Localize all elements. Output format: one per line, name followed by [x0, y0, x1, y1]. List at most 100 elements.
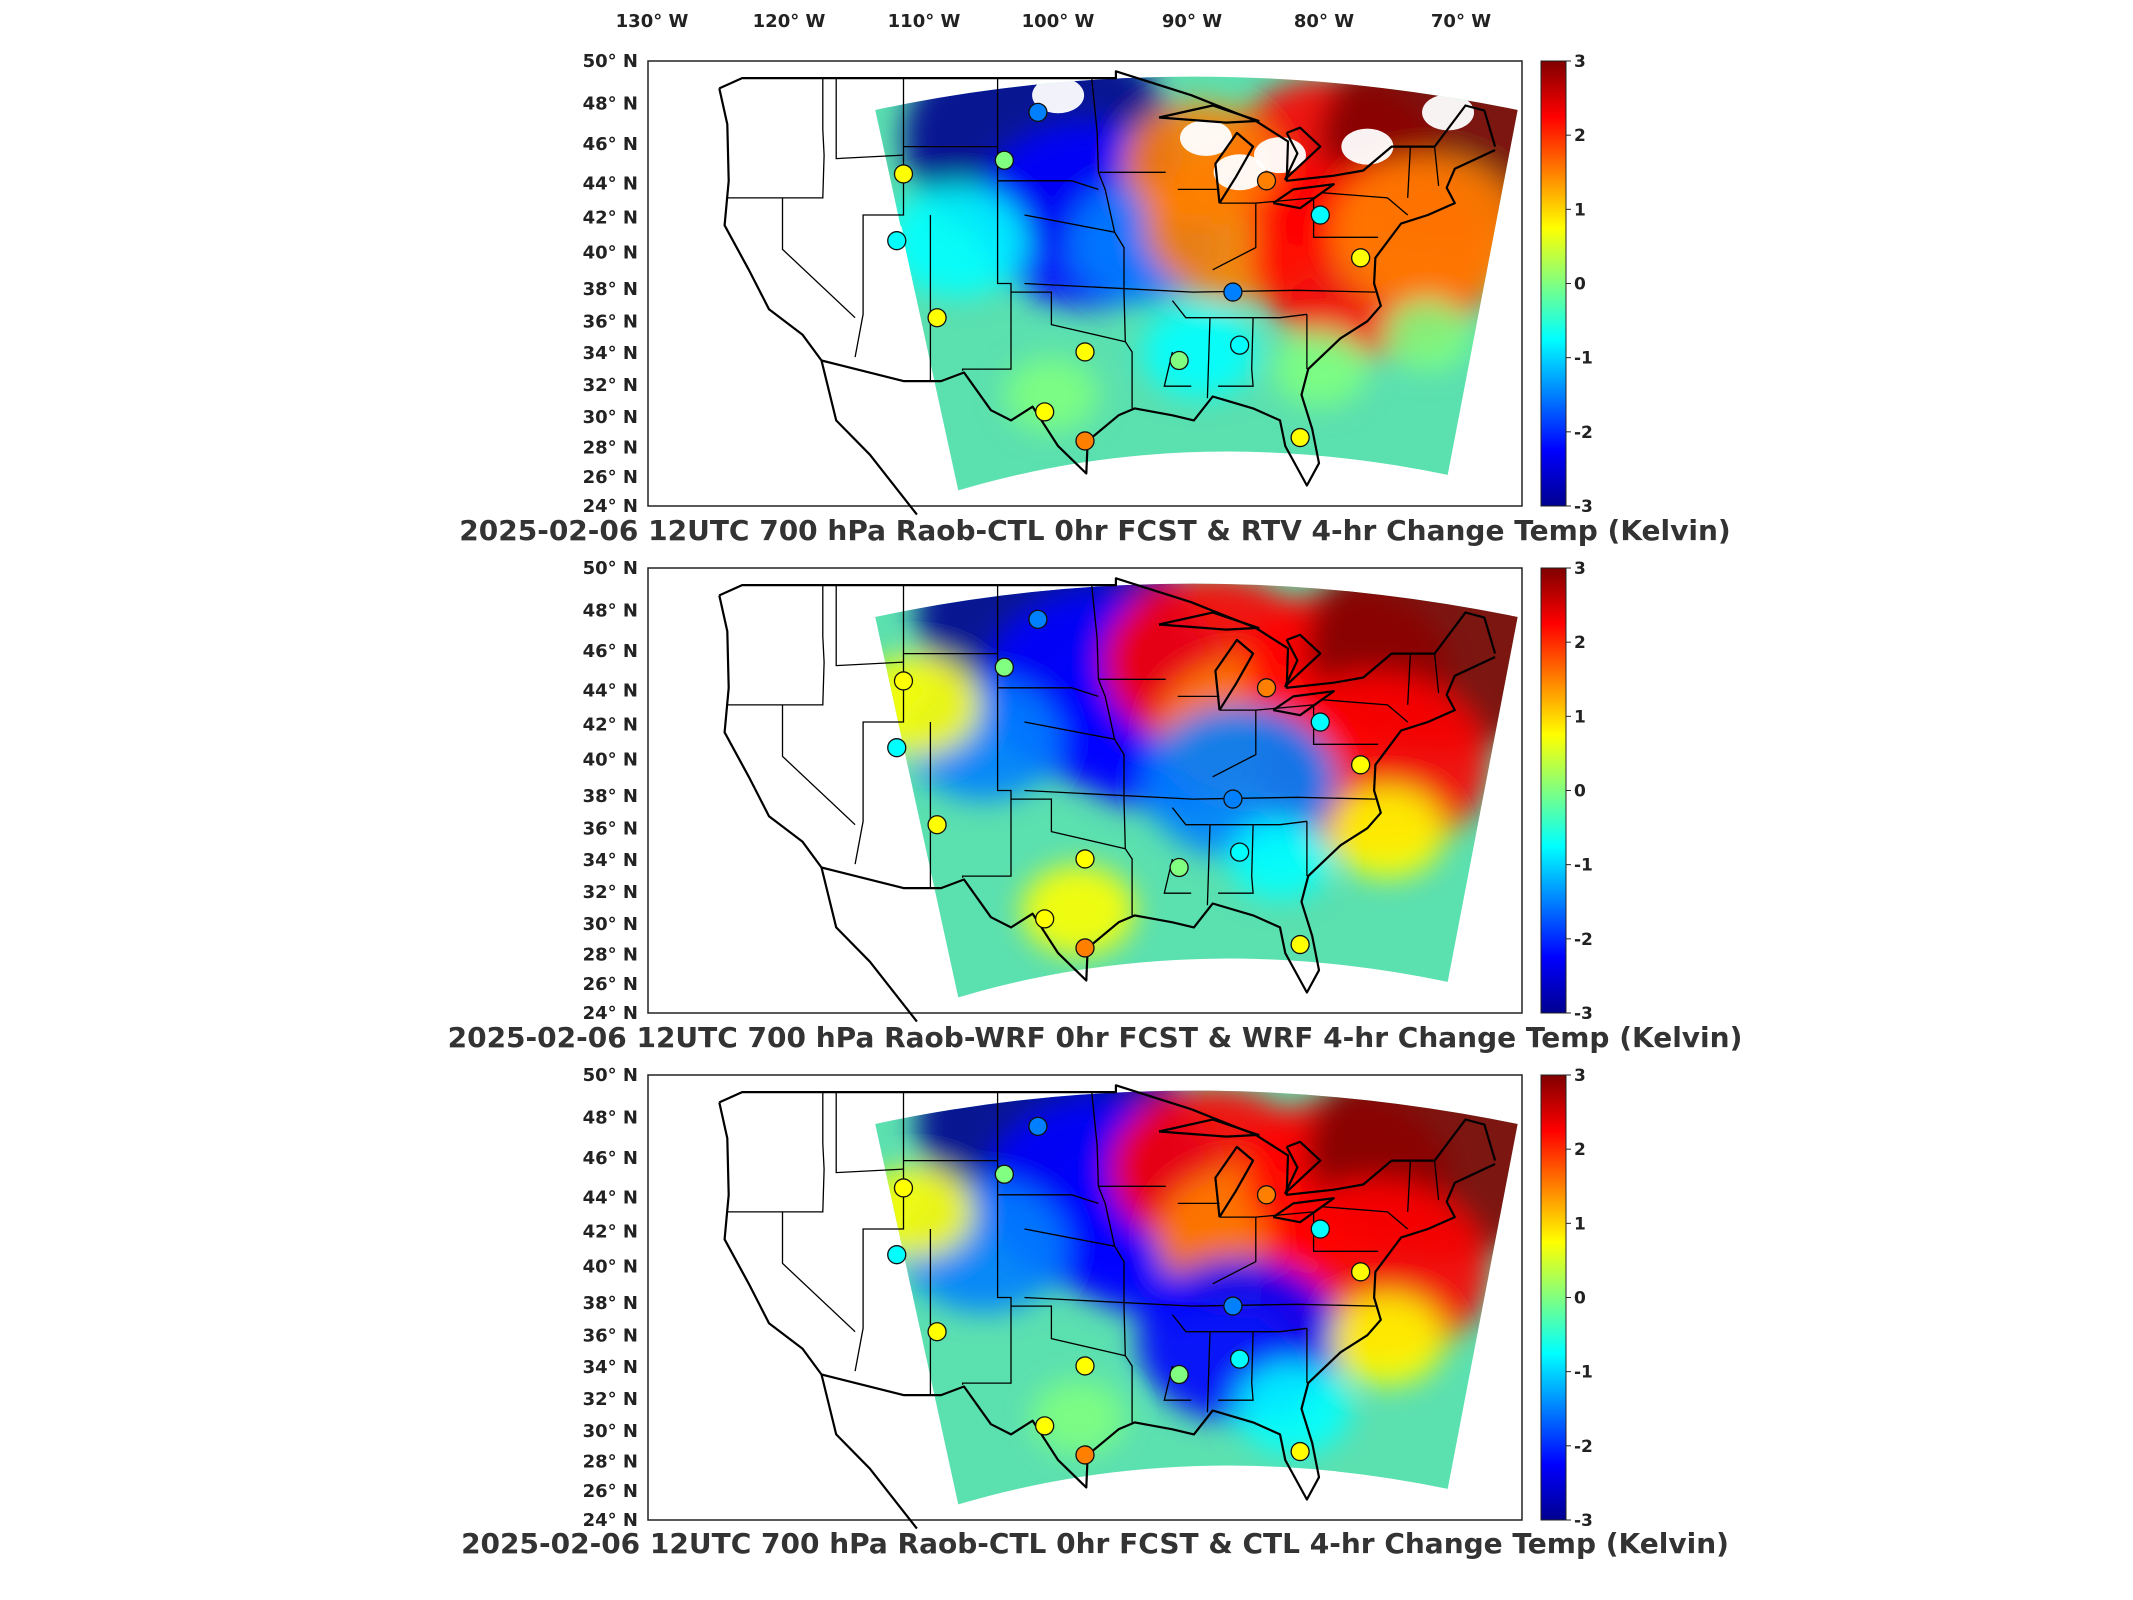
raob-station-marker: [1169, 1364, 1189, 1385]
latitude-axis: 50° N 48° N 46° N 44° N 42° N 40° N 38° N 36° N…: [583, 1065, 638, 1531]
raob-stations: [887, 609, 1371, 958]
missing-data-patch: [1032, 77, 1085, 114]
lat-label: 38° N: [583, 279, 638, 300]
raob-station-marker: [1223, 789, 1243, 809]
missing-data-patch: [1180, 120, 1233, 157]
lat-label: 34° N: [583, 850, 638, 871]
raob-station-marker: [1350, 1262, 1371, 1282]
raob-station-marker: [1169, 350, 1189, 371]
lon-label: 120° W: [753, 11, 826, 32]
raob-station-marker: [1075, 938, 1095, 958]
lat-label: 42° N: [583, 715, 638, 736]
colorbar: 3 2 1 0 -1 -2 -3: [1540, 1066, 1593, 1531]
raob-station-marker: [1035, 402, 1055, 422]
raob-station-marker: [1350, 755, 1371, 775]
raob-station-marker: [893, 164, 914, 184]
colorbar-tick-label: -1: [1574, 1363, 1593, 1383]
lat-label: 50° N: [583, 51, 638, 72]
raob-station-marker: [1350, 248, 1371, 268]
panel-title: 2025-02-06 12UTC 700 hPa Raob-CTL 0hr FC…: [459, 514, 1730, 547]
raob-station-marker: [1075, 431, 1095, 451]
colorbar-tick-label: 1: [1574, 200, 1586, 220]
raob-station-marker: [1290, 1441, 1310, 1462]
raob-station-marker: [1290, 427, 1310, 448]
panel-title: 2025-02-06 12UTC 700 hPa Raob-CTL 0hr FC…: [461, 1527, 1729, 1560]
raob-station-marker: [1223, 1296, 1243, 1316]
anomaly-region: [1142, 306, 1257, 398]
colorbar-tick-label: 2: [1574, 1140, 1586, 1160]
raob-station-marker: [1310, 1219, 1330, 1239]
colorbar-tick-label: -1: [1574, 856, 1593, 876]
colorbar: 3 2 1 0 -1 -2 -3: [1540, 559, 1593, 1024]
lat-label: 46° N: [583, 1148, 638, 1169]
raob-station-marker: [1256, 678, 1277, 698]
raob-station-marker: [1223, 282, 1243, 302]
colorbar-tick-label: 0: [1574, 1289, 1586, 1309]
raob-station-marker: [1290, 934, 1310, 955]
lat-label: 40° N: [583, 749, 638, 770]
map-panel: 50° N 48° N 46° N 44° N 42° N 40° N 38° N 36° N…: [459, 51, 1730, 547]
lat-label: 32° N: [583, 882, 638, 903]
raob-station-marker: [893, 1178, 914, 1198]
colorbar-tick-label: -3: [1574, 497, 1593, 517]
lon-label: 80° W: [1294, 11, 1354, 32]
lat-label: 36° N: [583, 818, 638, 839]
raob-stations: [887, 1116, 1371, 1465]
raob-station-marker: [1256, 171, 1277, 191]
lat-label: 30° N: [583, 914, 638, 935]
raob-station-marker: [1075, 342, 1095, 362]
raob-station-marker: [1229, 335, 1250, 355]
lat-label: 28° N: [583, 437, 638, 458]
raob-station-marker: [887, 231, 907, 251]
missing-data-patch: [1422, 94, 1475, 131]
lon-label: 130° W: [616, 11, 689, 32]
raob-station-marker: [1035, 909, 1055, 929]
lat-label: 30° N: [583, 1421, 638, 1442]
raob-station-marker: [1229, 1349, 1250, 1369]
colorbar: 3 2 1 0 -1 -2 -3: [1540, 52, 1593, 517]
lat-label: 40° N: [583, 1256, 638, 1277]
lat-label: 26° N: [583, 974, 638, 995]
raob-station-marker: [1075, 849, 1095, 869]
raob-stations: [887, 102, 1371, 451]
colorbar-gradient: [1540, 567, 1567, 1014]
map-outline: [718, 1084, 1497, 1530]
map-panel: 50° N 48° N 46° N 44° N 42° N 40° N 38° N 36° N…: [448, 558, 1743, 1054]
colorbar-tick-label: 0: [1574, 782, 1586, 802]
raob-station-marker: [893, 671, 914, 691]
lon-label: 70° W: [1431, 11, 1491, 32]
raob-station-marker: [1310, 205, 1330, 225]
lat-label: 38° N: [583, 786, 638, 807]
longitude-axis: 130° W 120° W 110° W 100° W 90° W 80° W …: [616, 11, 1492, 32]
lat-label: 36° N: [583, 311, 638, 332]
anomaly-region: [1273, 331, 1368, 407]
colorbar-tick-label: 1: [1574, 707, 1586, 727]
lat-label: 44° N: [583, 1187, 638, 1208]
anomaly-region: [1330, 1294, 1445, 1386]
anomaly-region: [1331, 155, 1518, 309]
anomaly-region: [1004, 356, 1099, 433]
lat-label: 50° N: [583, 558, 638, 579]
colorbar-tick-label: -2: [1574, 1437, 1593, 1457]
lat-label: 44° N: [583, 680, 638, 701]
latitude-axis: 50° N 48° N 46° N 44° N 42° N 40° N 38° N 36° N…: [583, 558, 638, 1024]
panel-title: 2025-02-06 12UTC 700 hPa Raob-WRF 0hr FC…: [448, 1021, 1743, 1054]
map-panel: 50° N 48° N 46° N 44° N 42° N 40° N 38° N 36° N…: [461, 1065, 1729, 1560]
lat-label: 34° N: [583, 343, 638, 364]
raob-station-marker: [887, 738, 907, 758]
lat-label: 24° N: [583, 1510, 638, 1531]
colorbar-tick-label: 2: [1574, 633, 1586, 653]
lat-label: 42° N: [583, 208, 638, 229]
lat-label: 34° N: [583, 1357, 638, 1378]
state-boundaries: [726, 585, 1440, 916]
colorbar-tick-label: 1: [1574, 1214, 1586, 1234]
colorbar-tick-label: 3: [1574, 559, 1586, 579]
lat-label: 30° N: [583, 407, 638, 428]
lat-label: 50° N: [583, 1065, 638, 1086]
colorbar-tick-label: 2: [1574, 126, 1586, 146]
lat-label: 26° N: [583, 467, 638, 488]
raob-station-marker: [1256, 1185, 1277, 1205]
lon-label: 100° W: [1022, 11, 1095, 32]
lat-label: 28° N: [583, 944, 638, 965]
lat-label: 46° N: [583, 641, 638, 662]
